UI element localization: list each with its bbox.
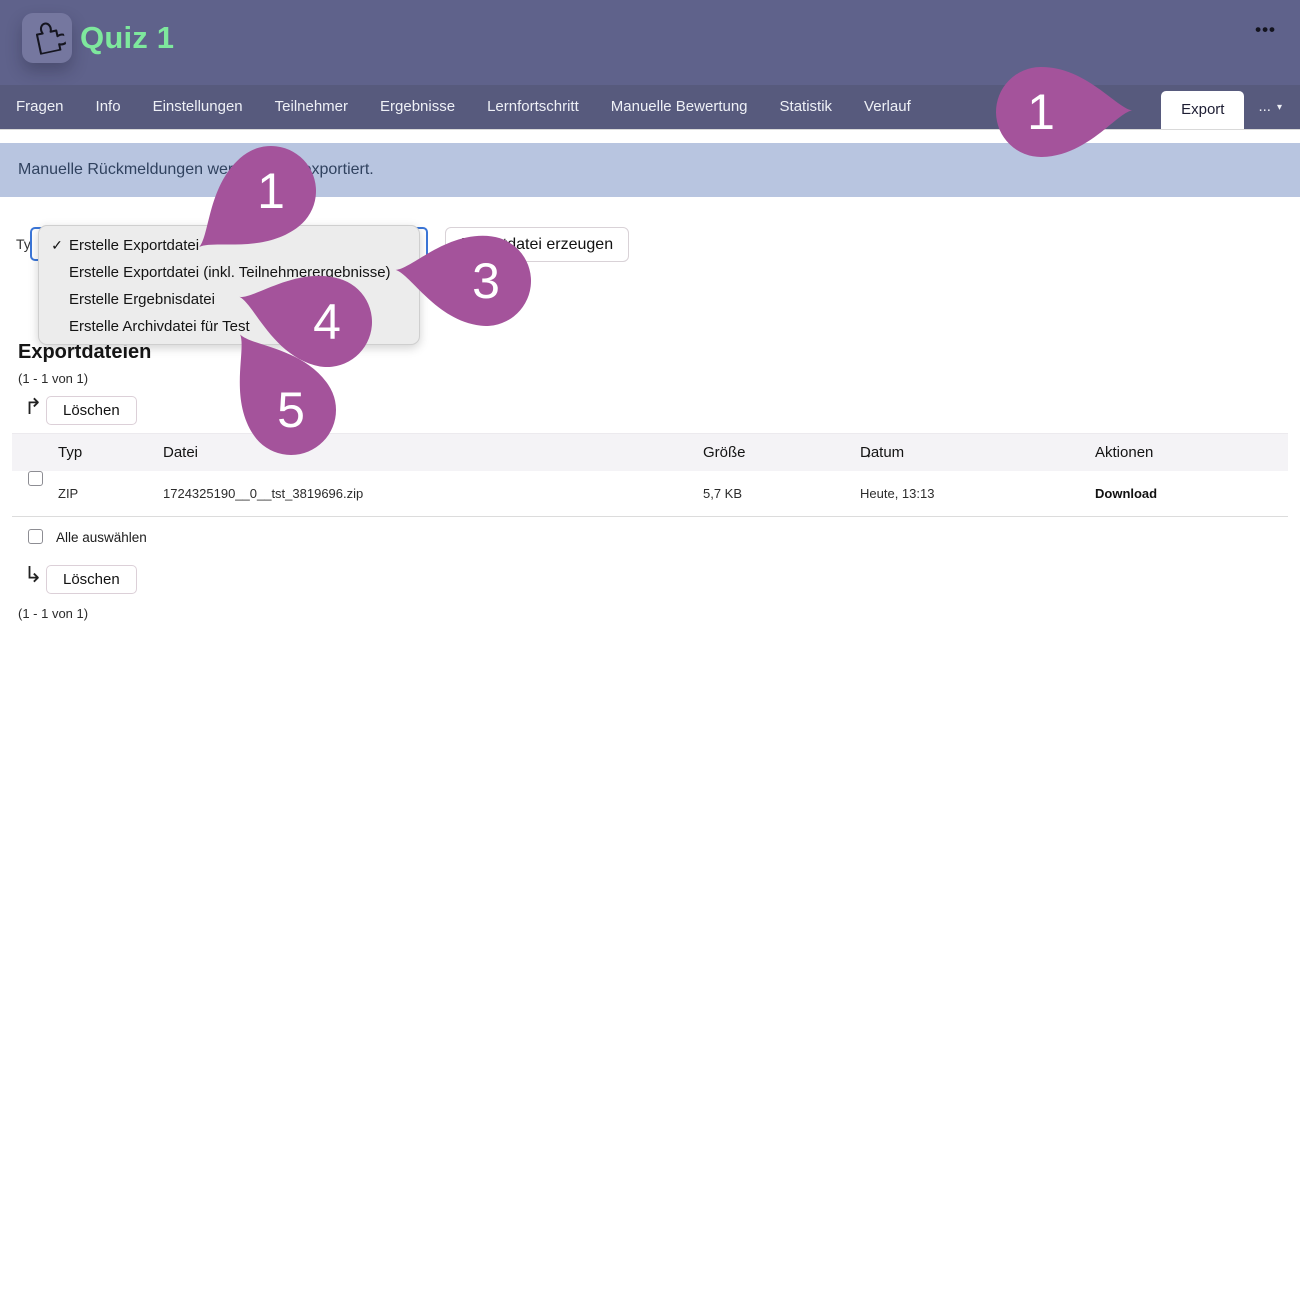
- chevron-down-icon: ▾: [1276, 102, 1282, 113]
- tab-verlauf[interactable]: Verlauf: [864, 98, 911, 115]
- option-exportdatei-inkl-teilnehmerergebnisse[interactable]: Erstelle Exportdatei (inkl. Teilnehmerer…: [69, 264, 391, 281]
- cell-groesse: 5,7 KB: [703, 486, 743, 501]
- export-type-dropdown-menu: ✓ Erstelle Exportdatei Erstelle Exportda…: [38, 225, 420, 345]
- tab-teilnehmer[interactable]: Teilnehmer: [274, 98, 349, 115]
- check-icon: ✓: [51, 237, 63, 253]
- tab-manuelle-bewertung[interactable]: Manuelle Bewertung: [610, 98, 748, 115]
- column-header-aktionen: Aktionen: [1095, 444, 1154, 461]
- header-bar: Quiz 1 •••: [0, 0, 1300, 85]
- create-export-file-button[interactable]: Exportdatei erzeugen: [445, 227, 630, 262]
- sort-desc-icon: ↓: [865, 444, 873, 461]
- info-message-text: Manuelle Rückmeldungen werden nicht expo…: [18, 161, 374, 178]
- tab-statistik[interactable]: Statistik: [779, 98, 833, 115]
- tab-fragen[interactable]: Fragen: [16, 98, 64, 115]
- download-link[interactable]: Download: [1095, 486, 1158, 501]
- cell-typ: ZIP: [58, 486, 79, 501]
- tab-einstellungen[interactable]: Einstellungen: [152, 98, 243, 115]
- delete-button-bottom[interactable]: Löschen: [46, 565, 137, 594]
- tab-bar: Fragen Info Einstellungen Teilnehmer Erg…: [0, 85, 1300, 129]
- row-checkbox[interactable]: [28, 471, 43, 486]
- cell-datei: 1724325190__0__tst_3819696.zip: [163, 486, 364, 501]
- delete-button-top[interactable]: Löschen: [46, 396, 137, 425]
- column-header-typ[interactable]: Typ: [58, 444, 83, 461]
- tab-more-menu[interactable]: ... ▾: [1250, 85, 1300, 129]
- apply-to-selection-arrow-icon: ↱: [24, 394, 43, 419]
- puzzle-icon: [30, 19, 69, 58]
- column-header-groesse[interactable]: Größe: [703, 444, 746, 461]
- table-header-row: Typ Datei Größe Datum ↓ Aktionen: [12, 433, 1288, 471]
- apply-to-selection-arrow-icon: ↳: [24, 562, 43, 587]
- tab-lernfortschritt[interactable]: Lernfortschritt: [487, 98, 579, 115]
- cell-datum: Heute, 13:13: [860, 486, 935, 501]
- info-message-bar: Manuelle Rückmeldungen werden nicht expo…: [0, 143, 1300, 197]
- tab-export[interactable]: Export: [1161, 91, 1245, 129]
- select-all-checkbox[interactable]: [28, 529, 43, 544]
- option-erstelle-exportdatei[interactable]: ✓ Erstelle Exportdatei: [39, 232, 419, 259]
- header-menu-dots-icon[interactable]: •••: [1255, 20, 1276, 39]
- select-all-label: Alle auswählen: [56, 530, 147, 545]
- quiz-icon-tile: [22, 13, 72, 63]
- page-title: Quiz 1: [80, 20, 175, 55]
- export-files-table: Typ Datei Größe Datum ↓ Aktionen ZIP 1724…: [12, 433, 1288, 517]
- result-range-bottom: (1 - 1 von 1): [18, 606, 89, 621]
- more-dots-label: ...: [1258, 98, 1271, 115]
- result-range-top: (1 - 1 von 1): [18, 371, 89, 386]
- column-header-datei[interactable]: Datei: [163, 444, 199, 461]
- section-heading: Exportdateien: [18, 341, 152, 363]
- table-row: ZIP 1724325190__0__tst_3819696.zip 5,7 K…: [12, 471, 1288, 517]
- option-erstelle-archivdatei[interactable]: Erstelle Archivdatei für Test: [69, 318, 250, 335]
- tab-ergebnisse[interactable]: Ergebnisse: [380, 98, 456, 115]
- option-erstelle-ergebnisdatei[interactable]: Erstelle Ergebnisdatei: [69, 291, 215, 308]
- tab-info[interactable]: Info: [95, 98, 121, 115]
